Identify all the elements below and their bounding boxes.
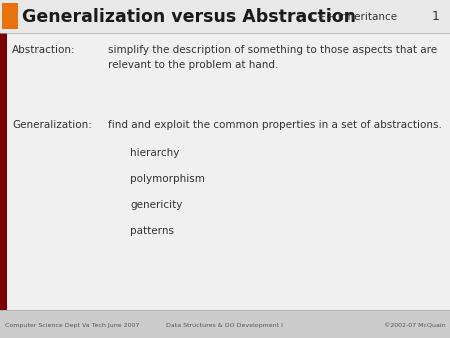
Bar <box>2 3 18 29</box>
Text: simplify the description of something to those aspects that are
relevant to the : simplify the description of something to… <box>108 45 437 70</box>
Text: C++ Inheritance: C++ Inheritance <box>310 11 397 22</box>
Bar <box>0 33 7 310</box>
Text: Abstraction:: Abstraction: <box>12 45 76 55</box>
Text: polymorphism: polymorphism <box>130 174 205 184</box>
Text: genericity: genericity <box>130 200 182 210</box>
Bar <box>0 310 450 338</box>
Text: Generalization:: Generalization: <box>12 120 92 130</box>
Text: patterns: patterns <box>130 226 174 236</box>
Bar <box>0 0 450 33</box>
Text: Computer Science Dept Va Tech June 2007: Computer Science Dept Va Tech June 2007 <box>5 323 139 329</box>
Bar <box>0 33 450 310</box>
Text: Data Structures & OO Development I: Data Structures & OO Development I <box>166 323 284 329</box>
Text: 1: 1 <box>432 10 440 23</box>
Text: Generalization versus Abstraction: Generalization versus Abstraction <box>22 7 356 25</box>
Text: find and exploit the common properties in a set of abstractions.: find and exploit the common properties i… <box>108 120 442 130</box>
Text: hierarchy: hierarchy <box>130 148 180 158</box>
Text: ©2002-07 McQuain: ©2002-07 McQuain <box>384 323 446 329</box>
